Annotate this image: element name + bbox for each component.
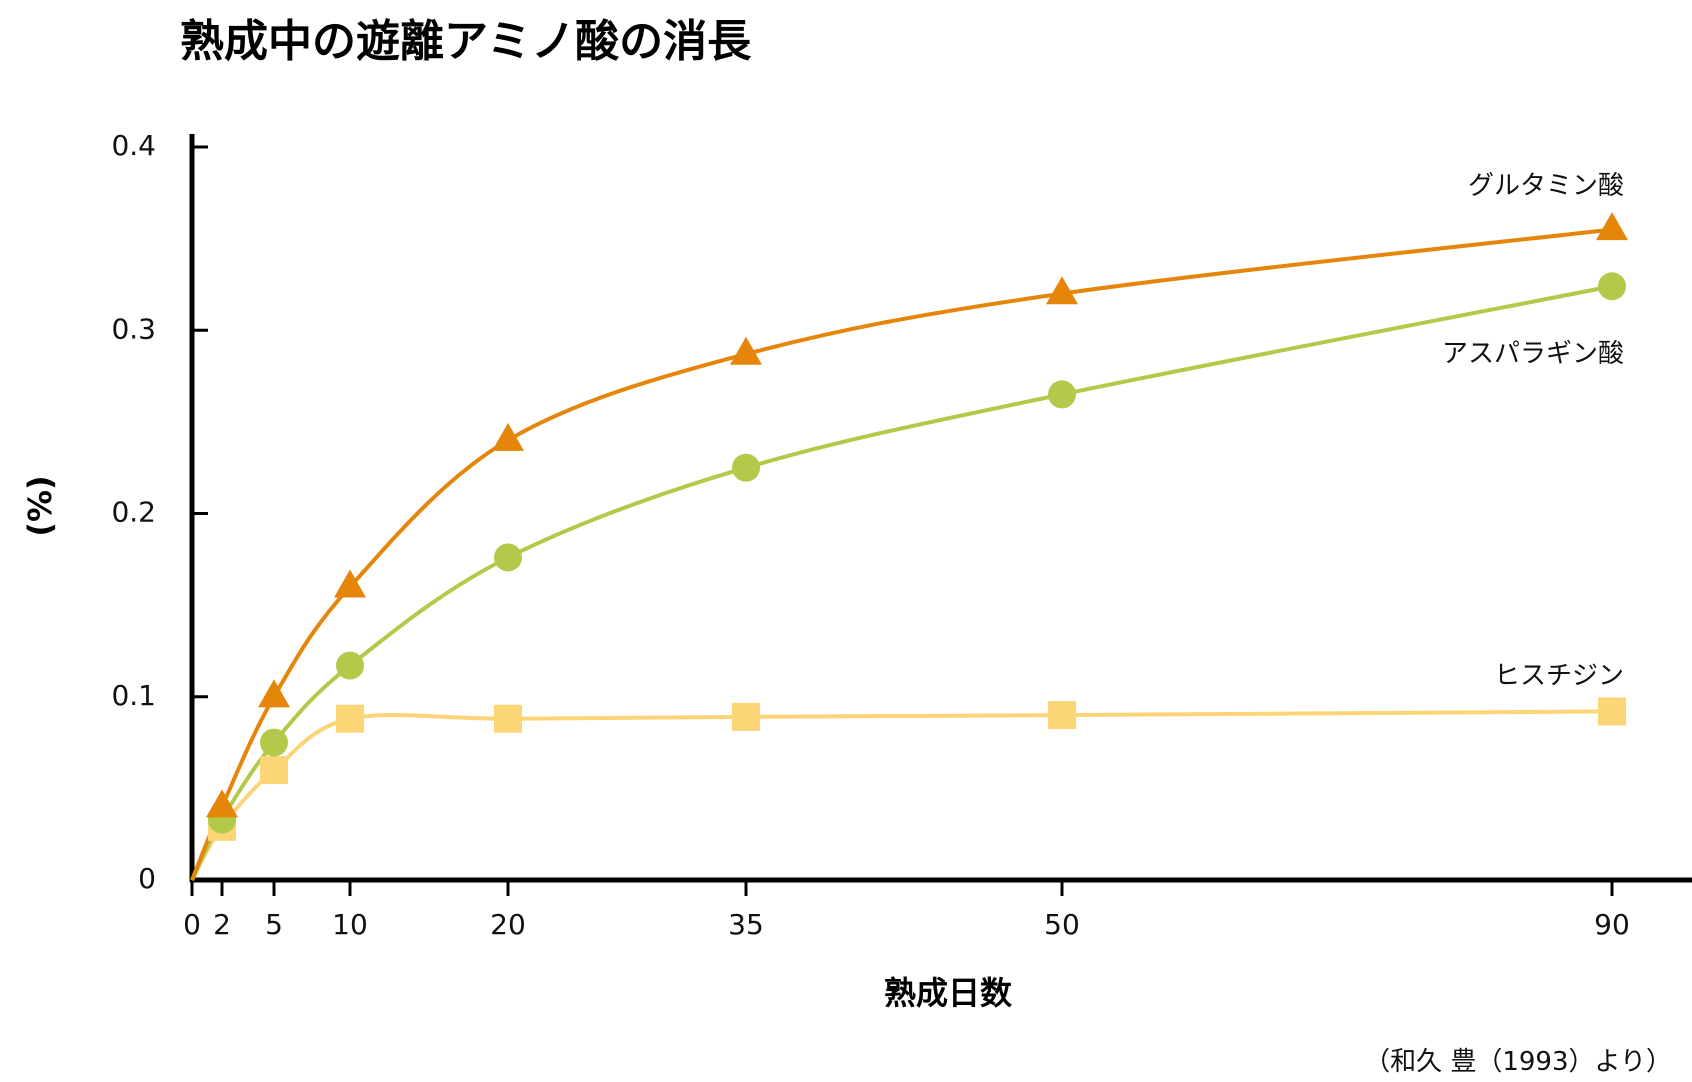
data-point-triangle <box>492 422 524 451</box>
source-note: （和久 豊（1993）より） <box>1364 1047 1672 1077</box>
series-line-circle <box>190 284 1613 881</box>
series-line-square <box>190 709 1613 881</box>
data-point-circle <box>1598 272 1626 301</box>
axes <box>189 134 1692 883</box>
series-label-histidine: ヒスチジン <box>1494 661 1624 691</box>
x-tick-label: 0 <box>183 908 201 941</box>
data-point-circle <box>1048 380 1076 409</box>
data-point-square <box>1598 697 1626 726</box>
data-point-circle <box>260 728 288 757</box>
x-tick-label: 50 <box>1044 908 1080 941</box>
x-ticks: 0 2 5 10 20 35 50 90 <box>183 880 1630 941</box>
series-lines <box>190 227 1613 881</box>
x-tick-label: 20 <box>490 908 526 941</box>
series-markers <box>206 212 1628 841</box>
data-point-square <box>494 704 522 733</box>
data-point-circle <box>336 651 364 680</box>
y-tick-label: 0 <box>138 862 156 895</box>
x-tick-label: 5 <box>265 908 283 941</box>
data-point-triangle <box>1596 212 1628 241</box>
x-tick-label: 10 <box>332 908 368 941</box>
y-tick-label: 0.3 <box>111 312 156 345</box>
chart-title: 熟成中の遊離アミノ酸の消長 <box>180 16 752 67</box>
data-point-circle <box>494 543 522 572</box>
data-point-square <box>732 702 760 731</box>
y-tick-label: 0.4 <box>111 129 156 162</box>
data-point-circle <box>732 453 760 482</box>
x-tick-label: 2 <box>213 908 231 941</box>
x-axis-label: 熟成日数 <box>884 974 1013 1012</box>
y-tick-label: 0.1 <box>111 679 156 712</box>
data-point-triangle <box>730 336 762 365</box>
y-axis-label: (%) <box>21 475 59 536</box>
y-tick-label: 0.2 <box>111 496 156 529</box>
data-point-triangle <box>334 569 366 598</box>
data-point-triangle <box>1046 276 1078 305</box>
series-label-glutamic-acid: グルタミン酸 <box>1468 171 1624 201</box>
y-ticks: 0 0.1 0.2 0.3 0.4 <box>111 129 208 895</box>
x-tick-label: 90 <box>1594 908 1630 941</box>
data-point-triangle <box>258 679 290 708</box>
data-point-square <box>1048 701 1076 730</box>
series-line-triangle <box>190 227 1613 881</box>
data-point-square <box>336 704 364 733</box>
data-point-triangle <box>206 789 238 818</box>
series-label-aspartic-acid: アスパラギン酸 <box>1442 339 1624 369</box>
x-tick-label: 35 <box>728 908 764 941</box>
data-point-square <box>260 756 288 785</box>
